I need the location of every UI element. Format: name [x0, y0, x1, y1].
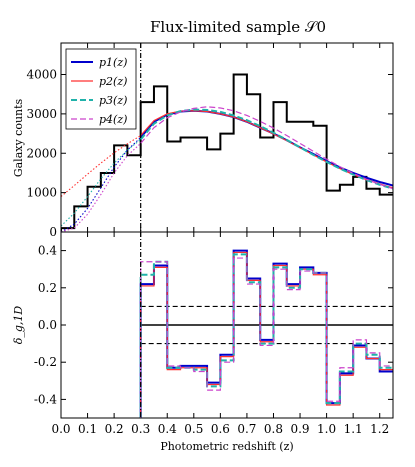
extrapolated-curve	[61, 143, 142, 232]
x-tick-label: 0.8	[264, 422, 283, 436]
y-tick-label: 4000	[26, 68, 57, 82]
y-tick-label: -0.2	[34, 355, 57, 369]
y-tick-label: 0	[49, 225, 57, 239]
legend-label: p1(z)	[99, 56, 127, 69]
extrapolated-curve	[61, 137, 142, 232]
bottom-axes-frame	[60, 231, 394, 419]
bottom-y-axis-label: δ_g,1D	[12, 306, 25, 345]
x-tick-label: 0.4	[158, 422, 177, 436]
counts-histogram	[61, 73, 393, 232]
legend-label: p4(z)	[99, 113, 127, 126]
y-tick-label: -0.4	[34, 392, 58, 406]
bottom-ticks: -0.4 -0.2 0.0 0.2 0.4 0.0 0.1 0.2 0.3 0.4 0.5 0.6 0.…	[34, 232, 393, 436]
legend-label: p2(z)	[99, 75, 127, 88]
legend-label: p3(z)	[99, 94, 127, 107]
x-tick-label: 0.5	[184, 422, 203, 436]
y-tick-label: 2000	[26, 146, 57, 160]
x-tick-label: 0.0	[51, 422, 70, 436]
extrapolated-curve	[61, 139, 142, 227]
top-y-ticks: 0 1000 2000 3000 4000	[26, 43, 393, 239]
delta-curve	[139, 249, 393, 418]
x-tick-label: 1.0	[317, 422, 336, 436]
x-tick-label: 0.7	[237, 422, 256, 436]
y-tick-label: 0.0	[38, 318, 57, 332]
x-tick-label: 1.2	[370, 422, 389, 436]
delta-curve	[140, 251, 393, 418]
model-curve	[139, 108, 393, 190]
y-tick-label: 1000	[26, 186, 57, 200]
y-tick-label: 3000	[26, 107, 57, 121]
x-axis-label: Photometric redshift (z)	[160, 440, 293, 453]
delta-curve	[140, 257, 393, 418]
delta-panel: -0.4 -0.2 0.0 0.2 0.4 0.0 0.1 0.2 0.3 0.4 0.5 0.6 0.…	[12, 231, 394, 453]
galaxy-counts-panel: 0 1000 2000 3000 4000 Galaxy counts p1(z) p2(…	[12, 42, 394, 239]
y-tick-label: 0.2	[38, 281, 57, 295]
histogram-outline	[61, 73, 393, 232]
model-curve	[140, 106, 393, 190]
extrapolated-curves	[61, 135, 142, 232]
x-tick-label: 0.1	[78, 422, 97, 436]
model-curves	[139, 106, 393, 190]
legend: p1(z) p2(z) p3(z) p4(z)	[65, 48, 137, 130]
delta-curve	[139, 253, 393, 418]
extrapolated-curve	[61, 135, 141, 197]
chart-title: Flux-limited sample 𝒮0	[150, 18, 326, 36]
x-tick-label: 0.2	[105, 422, 124, 436]
x-tick-label: 1.1	[344, 422, 363, 436]
top-y-axis-label: Galaxy counts	[12, 98, 25, 177]
delta-curves	[139, 249, 393, 418]
x-tick-label: 0.3	[131, 422, 150, 436]
x-tick-label: 0.9	[290, 422, 309, 436]
reference-lines	[140, 305, 393, 345]
y-tick-label: 0.4	[38, 244, 57, 258]
x-tick-label: 0.6	[211, 422, 230, 436]
